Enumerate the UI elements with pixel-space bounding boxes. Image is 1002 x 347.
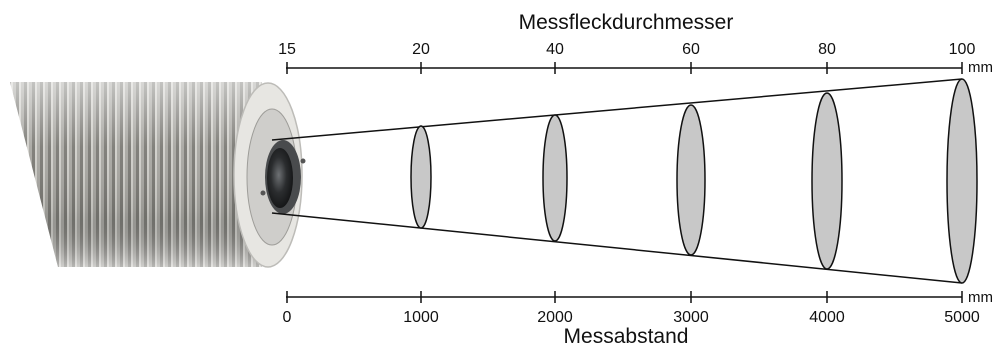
top-tick-label: 80 — [818, 41, 836, 58]
measurement-cone — [271, 78, 963, 284]
bottom-axis-ticks — [286, 291, 963, 303]
spot-ellipse — [676, 104, 706, 256]
bottom-tick-label: 2000 — [537, 309, 573, 326]
sensor-body-shading — [10, 82, 262, 267]
spot-ellipse — [811, 92, 843, 270]
spot-ellipses — [410, 78, 978, 284]
bottom-axis-title: Messabstand — [564, 325, 689, 347]
bottom-tick-label: 5000 — [944, 309, 980, 326]
cone-bottom-edge — [271, 212, 963, 284]
spot-ellipse — [542, 114, 568, 242]
top-axis-unit: mm — [968, 59, 993, 76]
bottom-tick-label: 0 — [283, 309, 292, 326]
sensor-screw-left — [260, 190, 266, 196]
bottom-tick-label: 4000 — [809, 309, 845, 326]
top-tick-label: 100 — [949, 41, 976, 58]
sensor-screw-right — [300, 158, 306, 164]
top-tick-label: 40 — [546, 41, 564, 58]
top-tick-label: 60 — [682, 41, 700, 58]
bottom-tick-label: 3000 — [673, 309, 709, 326]
cone-top-edge — [271, 78, 963, 141]
top-axis-ticks — [286, 62, 963, 74]
spot-ellipse — [946, 78, 978, 284]
bottom-tick-label: 1000 — [403, 309, 439, 326]
top-axis: Messfleckdurchmesser 15 20 40 60 80 100 … — [278, 11, 993, 76]
sensor-image — [10, 82, 306, 268]
bottom-axis: mm 0 1000 2000 3000 4000 5000 Messabstan… — [283, 289, 993, 347]
sensor-lens — [267, 148, 293, 208]
spot-ellipse — [410, 125, 432, 229]
top-axis-title: Messfleckdurchmesser — [519, 11, 734, 34]
top-tick-label: 15 — [278, 41, 296, 58]
bottom-axis-unit: mm — [968, 289, 993, 306]
top-tick-label: 20 — [412, 41, 430, 58]
